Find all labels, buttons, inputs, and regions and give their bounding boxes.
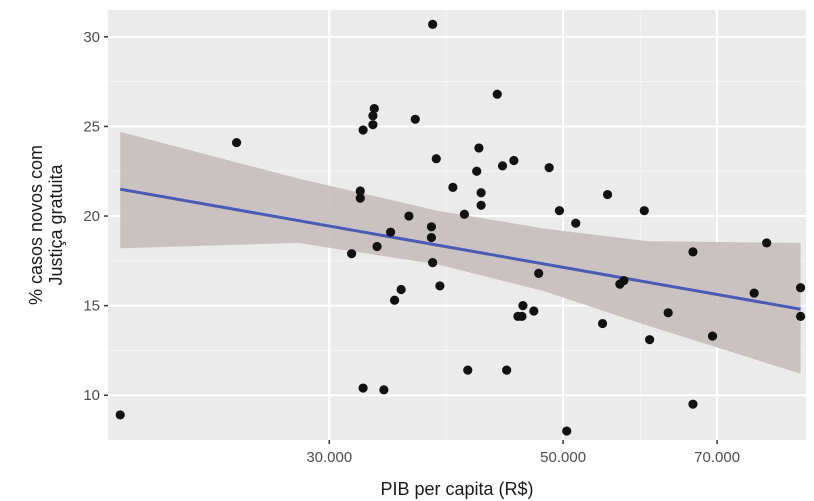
y-tick-label: 10 — [83, 387, 100, 404]
data-point — [358, 383, 368, 393]
y-tick-label: 30 — [83, 29, 100, 46]
data-point — [492, 89, 502, 99]
data-point — [459, 209, 469, 219]
data-point — [795, 311, 806, 321]
data-point — [571, 218, 581, 228]
data-point — [396, 284, 406, 295]
data-point — [463, 365, 473, 375]
x-tick-label: 30.000 — [306, 449, 352, 466]
data-point — [474, 143, 484, 153]
trend-line — [119, 187, 801, 311]
data-point — [355, 186, 365, 196]
data-point — [688, 399, 698, 409]
data-point — [355, 193, 365, 203]
confidence-band — [120, 131, 801, 374]
y-axis-title-line-2: Justiça gratuita — [46, 163, 66, 285]
data-point — [428, 258, 438, 268]
data-point — [231, 137, 242, 148]
data-point — [404, 211, 414, 221]
data-point — [472, 166, 482, 176]
data-point — [497, 161, 508, 171]
data-point — [428, 19, 438, 29]
data-point — [517, 311, 527, 321]
data-points — [115, 19, 806, 436]
data-point — [368, 120, 378, 130]
data-point — [509, 155, 519, 166]
y-axis-title-line-1: % casos novos com — [26, 145, 46, 305]
data-point — [639, 206, 649, 216]
y-tick-label: 15 — [83, 298, 100, 315]
data-point — [645, 335, 655, 345]
data-point — [795, 283, 806, 293]
x-axis: 30.000 50.000 70.000 — [306, 440, 740, 466]
data-point — [476, 200, 486, 210]
y-tick-label: 25 — [83, 118, 100, 135]
data-point — [688, 247, 698, 257]
data-point — [347, 249, 357, 259]
data-point — [663, 308, 673, 318]
data-point — [749, 288, 759, 298]
data-point — [368, 111, 378, 121]
data-point — [431, 154, 441, 164]
y-tick-label: 20 — [83, 208, 100, 225]
data-point — [562, 426, 572, 436]
trend-line-group — [119, 187, 801, 311]
y-axis-title: % casos novos com Justiça gratuita — [26, 145, 66, 305]
data-point — [385, 227, 396, 237]
x-tick-label: 50.000 — [540, 449, 586, 466]
x-tick-label: 70.000 — [694, 449, 740, 466]
data-point — [115, 410, 125, 420]
data-point — [554, 206, 565, 216]
x-axis-title: PIB per capita (R$) — [380, 479, 533, 499]
data-point — [379, 385, 389, 395]
data-point — [619, 275, 629, 286]
data-point — [502, 365, 512, 375]
data-point — [448, 182, 458, 192]
data-point — [476, 188, 486, 198]
y-axis: 10 15 20 25 30 — [83, 29, 108, 404]
data-point — [435, 281, 445, 291]
data-point — [426, 222, 437, 232]
data-point — [426, 232, 437, 243]
data-point — [602, 189, 613, 200]
data-point — [707, 331, 718, 341]
data-point — [544, 163, 554, 173]
data-point — [410, 114, 420, 124]
confidence-band-group — [120, 131, 801, 374]
data-point — [518, 301, 528, 311]
data-point — [529, 306, 539, 316]
data-point — [358, 125, 368, 135]
data-point — [597, 318, 608, 329]
data-point — [372, 241, 382, 252]
data-point — [762, 238, 772, 248]
data-point — [369, 103, 379, 114]
data-point — [389, 295, 400, 305]
data-point — [534, 268, 544, 278]
